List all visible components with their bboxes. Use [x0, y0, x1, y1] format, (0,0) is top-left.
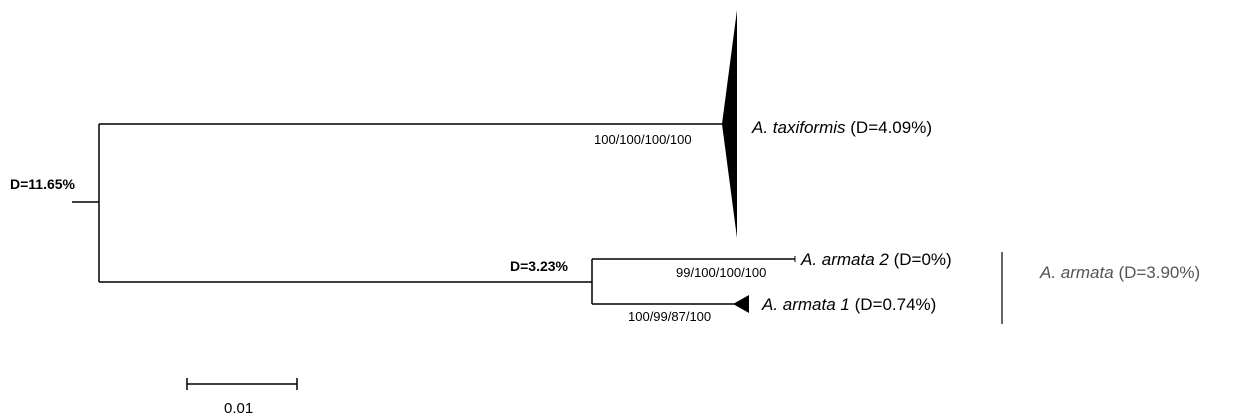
group-label-armata: A. armata (D=3.90%) — [1039, 263, 1200, 282]
taxon-distance-armata2: (D=0%) — [894, 250, 952, 269]
root-distance-label: D=11.65% — [10, 176, 76, 192]
taxon-label-armata1: A. armata 1 (D=0.74%) — [761, 295, 936, 314]
taxon-name-armata2: A. armata 2 — [800, 250, 889, 269]
group-name-armata: A. armata — [1039, 263, 1114, 282]
taxon-distance-armata1: (D=0.74%) — [855, 295, 937, 314]
collapsed-clade-taxiformis — [722, 10, 737, 238]
taxon-name-armata1: A. armata 1 — [761, 295, 850, 314]
scale-bar-label: 0.01 — [224, 400, 253, 417]
armata-node-distance-label: D=3.23% — [510, 258, 569, 274]
group-distance-armata: (D=3.90%) — [1118, 263, 1200, 282]
taxon-label-armata2: A. armata 2 (D=0%) — [800, 250, 952, 269]
support-armata2: 99/100/100/100 — [676, 265, 766, 280]
taxon-label-taxiformis: A. taxiformis (D=4.09%) — [751, 118, 932, 137]
collapsed-clade-armata1 — [733, 295, 749, 313]
support-taxiformis: 100/100/100/100 — [594, 132, 692, 147]
taxon-name-taxiformis: A. taxiformis — [751, 118, 846, 137]
support-armata1: 100/99/87/100 — [628, 309, 711, 324]
taxon-distance-taxiformis: (D=4.09%) — [850, 118, 932, 137]
